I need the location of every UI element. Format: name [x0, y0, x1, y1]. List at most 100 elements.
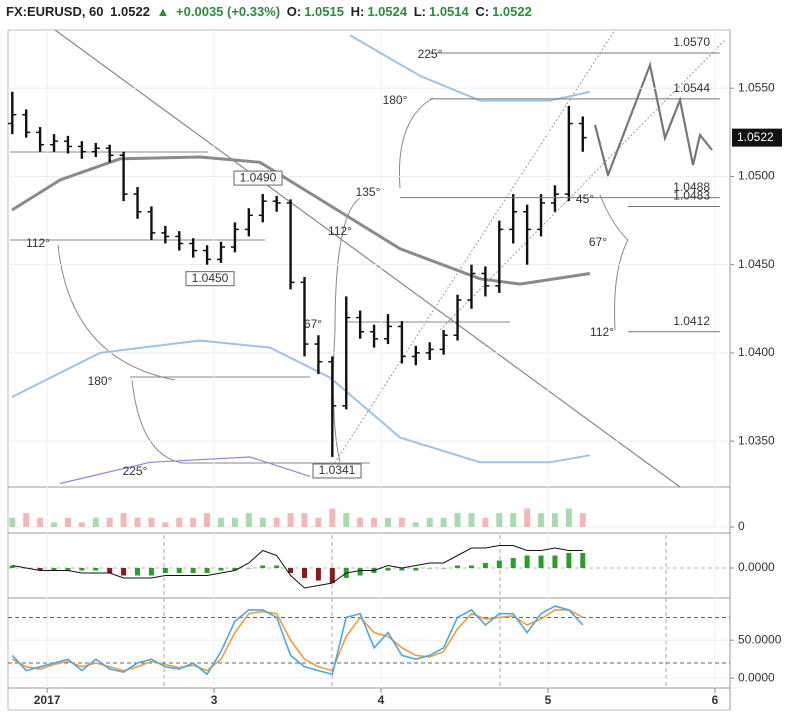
volume-bar	[468, 513, 475, 527]
volume-bar	[357, 517, 364, 527]
macd-histogram-bar	[9, 565, 15, 568]
last-price-tag	[732, 128, 782, 147]
channel-line	[329, 29, 616, 471]
level-label: 1.0483	[673, 189, 710, 203]
level-label: 1.0412	[673, 314, 710, 328]
macd-histogram-bar	[482, 563, 488, 568]
volume-bar	[426, 517, 433, 527]
angle-label: 112°	[328, 224, 352, 238]
angle-label: 225°	[123, 464, 148, 478]
macd-histogram-bar	[190, 568, 196, 573]
point-label-box	[312, 463, 362, 479]
volume-bar	[64, 517, 71, 527]
point-label: 1.0450	[192, 271, 229, 285]
up-arrow: ▲	[156, 4, 170, 19]
volume-bar	[454, 513, 461, 527]
gann-arc	[599, 194, 629, 331]
angle-label: 45°	[576, 192, 594, 206]
macd-histogram-bar	[204, 568, 210, 573]
macd-histogram-bar	[552, 555, 558, 568]
volume-bar	[384, 517, 391, 527]
high-value: 1.0524	[367, 4, 408, 19]
macd-histogram-bar	[441, 568, 447, 569]
open-value: 1.0515	[304, 4, 344, 19]
point-label-box	[185, 271, 235, 287]
macd-histogram-bar	[51, 568, 57, 571]
level-label: 1.0544	[673, 81, 710, 95]
x-tick-label: 5	[545, 693, 552, 707]
macd-histogram-bar	[413, 568, 419, 571]
volume-bar	[412, 522, 419, 527]
volume-bar	[162, 522, 169, 527]
projection-line	[593, 61, 713, 179]
volume-bar	[315, 517, 322, 527]
header: FX:EURUSD, 60 1.0522 ▲ +0.0035 (+0.33%) …	[6, 4, 535, 19]
stoch-d-line	[11, 609, 584, 672]
volume-bar	[301, 513, 308, 527]
x-tick-label: 3	[211, 693, 218, 707]
volume-bar	[190, 517, 197, 527]
macd-histogram-bar	[148, 568, 154, 576]
volume-bar	[204, 513, 211, 527]
macd-histogram-bar	[329, 568, 335, 583]
macd-histogram-bar	[580, 553, 586, 568]
macd-histogram-bar	[232, 568, 238, 571]
gann-arc	[57, 244, 176, 381]
macd-histogram-bar	[218, 568, 224, 571]
macd-histogram-bar	[301, 568, 307, 578]
x-tick-label: 6	[712, 693, 719, 707]
angle-label: 180°	[88, 374, 113, 388]
symbol: FX:EURUSD, 60	[6, 4, 104, 19]
gann-arc	[398, 97, 434, 189]
macd-histogram-bar	[246, 568, 252, 569]
low-value: 1.0514	[428, 4, 469, 19]
macd-histogram-bar	[274, 565, 280, 568]
angle-label: 67°	[304, 317, 322, 331]
volume-bar	[371, 517, 378, 527]
angle-label: 225°	[418, 47, 443, 61]
macd-histogram-bar	[162, 568, 168, 573]
angle-label: 180°	[383, 93, 408, 107]
volume-bar	[565, 508, 572, 527]
y-tick-label: 1.0550	[738, 80, 775, 94]
macd-histogram-bar	[260, 565, 266, 568]
volume-bar	[134, 517, 141, 527]
moving-average	[349, 34, 591, 102]
volume-bar	[482, 517, 489, 527]
high-key: H:	[350, 4, 365, 19]
y-tick-label: 1.0400	[738, 345, 775, 359]
macd-line	[12, 545, 583, 589]
macd-histogram-bar	[107, 568, 113, 573]
macd-histogram-bar	[121, 568, 127, 576]
angle-label: 135°	[356, 185, 381, 199]
y-tick-label: 1.0350	[738, 433, 775, 447]
volume-bar	[148, 517, 155, 527]
macd-histogram-bar	[288, 568, 294, 573]
change: +0.0035 (+0.33%)	[176, 4, 281, 19]
macd-histogram-bar	[357, 568, 363, 576]
volume-bar	[287, 513, 294, 527]
volume-bar	[176, 517, 183, 527]
y-tick-label: 1.0450	[738, 257, 775, 271]
volume-bar	[78, 522, 85, 527]
macd-histogram-bar	[176, 568, 182, 573]
macd-histogram-bar	[93, 568, 99, 571]
y-tick-label: 0	[738, 519, 745, 533]
volume-bar	[92, 517, 99, 527]
x-tick-label: 4	[378, 693, 385, 707]
open-key: O:	[286, 4, 302, 19]
trend-line	[54, 29, 681, 488]
volume-bar	[440, 517, 447, 527]
y-tick-label: 0.0000	[738, 560, 775, 574]
volume-bar	[259, 517, 266, 527]
point-label-box	[233, 170, 283, 186]
y-tick-label: 50.0000	[738, 632, 782, 646]
volume-bar	[398, 517, 405, 527]
gann-arc	[131, 379, 183, 464]
macd-histogram-bar	[65, 568, 71, 571]
macd-histogram-bar	[496, 560, 502, 568]
macd-histogram-bar	[524, 555, 530, 568]
macd-histogram-bar	[399, 568, 405, 571]
volume-bar	[231, 517, 238, 527]
